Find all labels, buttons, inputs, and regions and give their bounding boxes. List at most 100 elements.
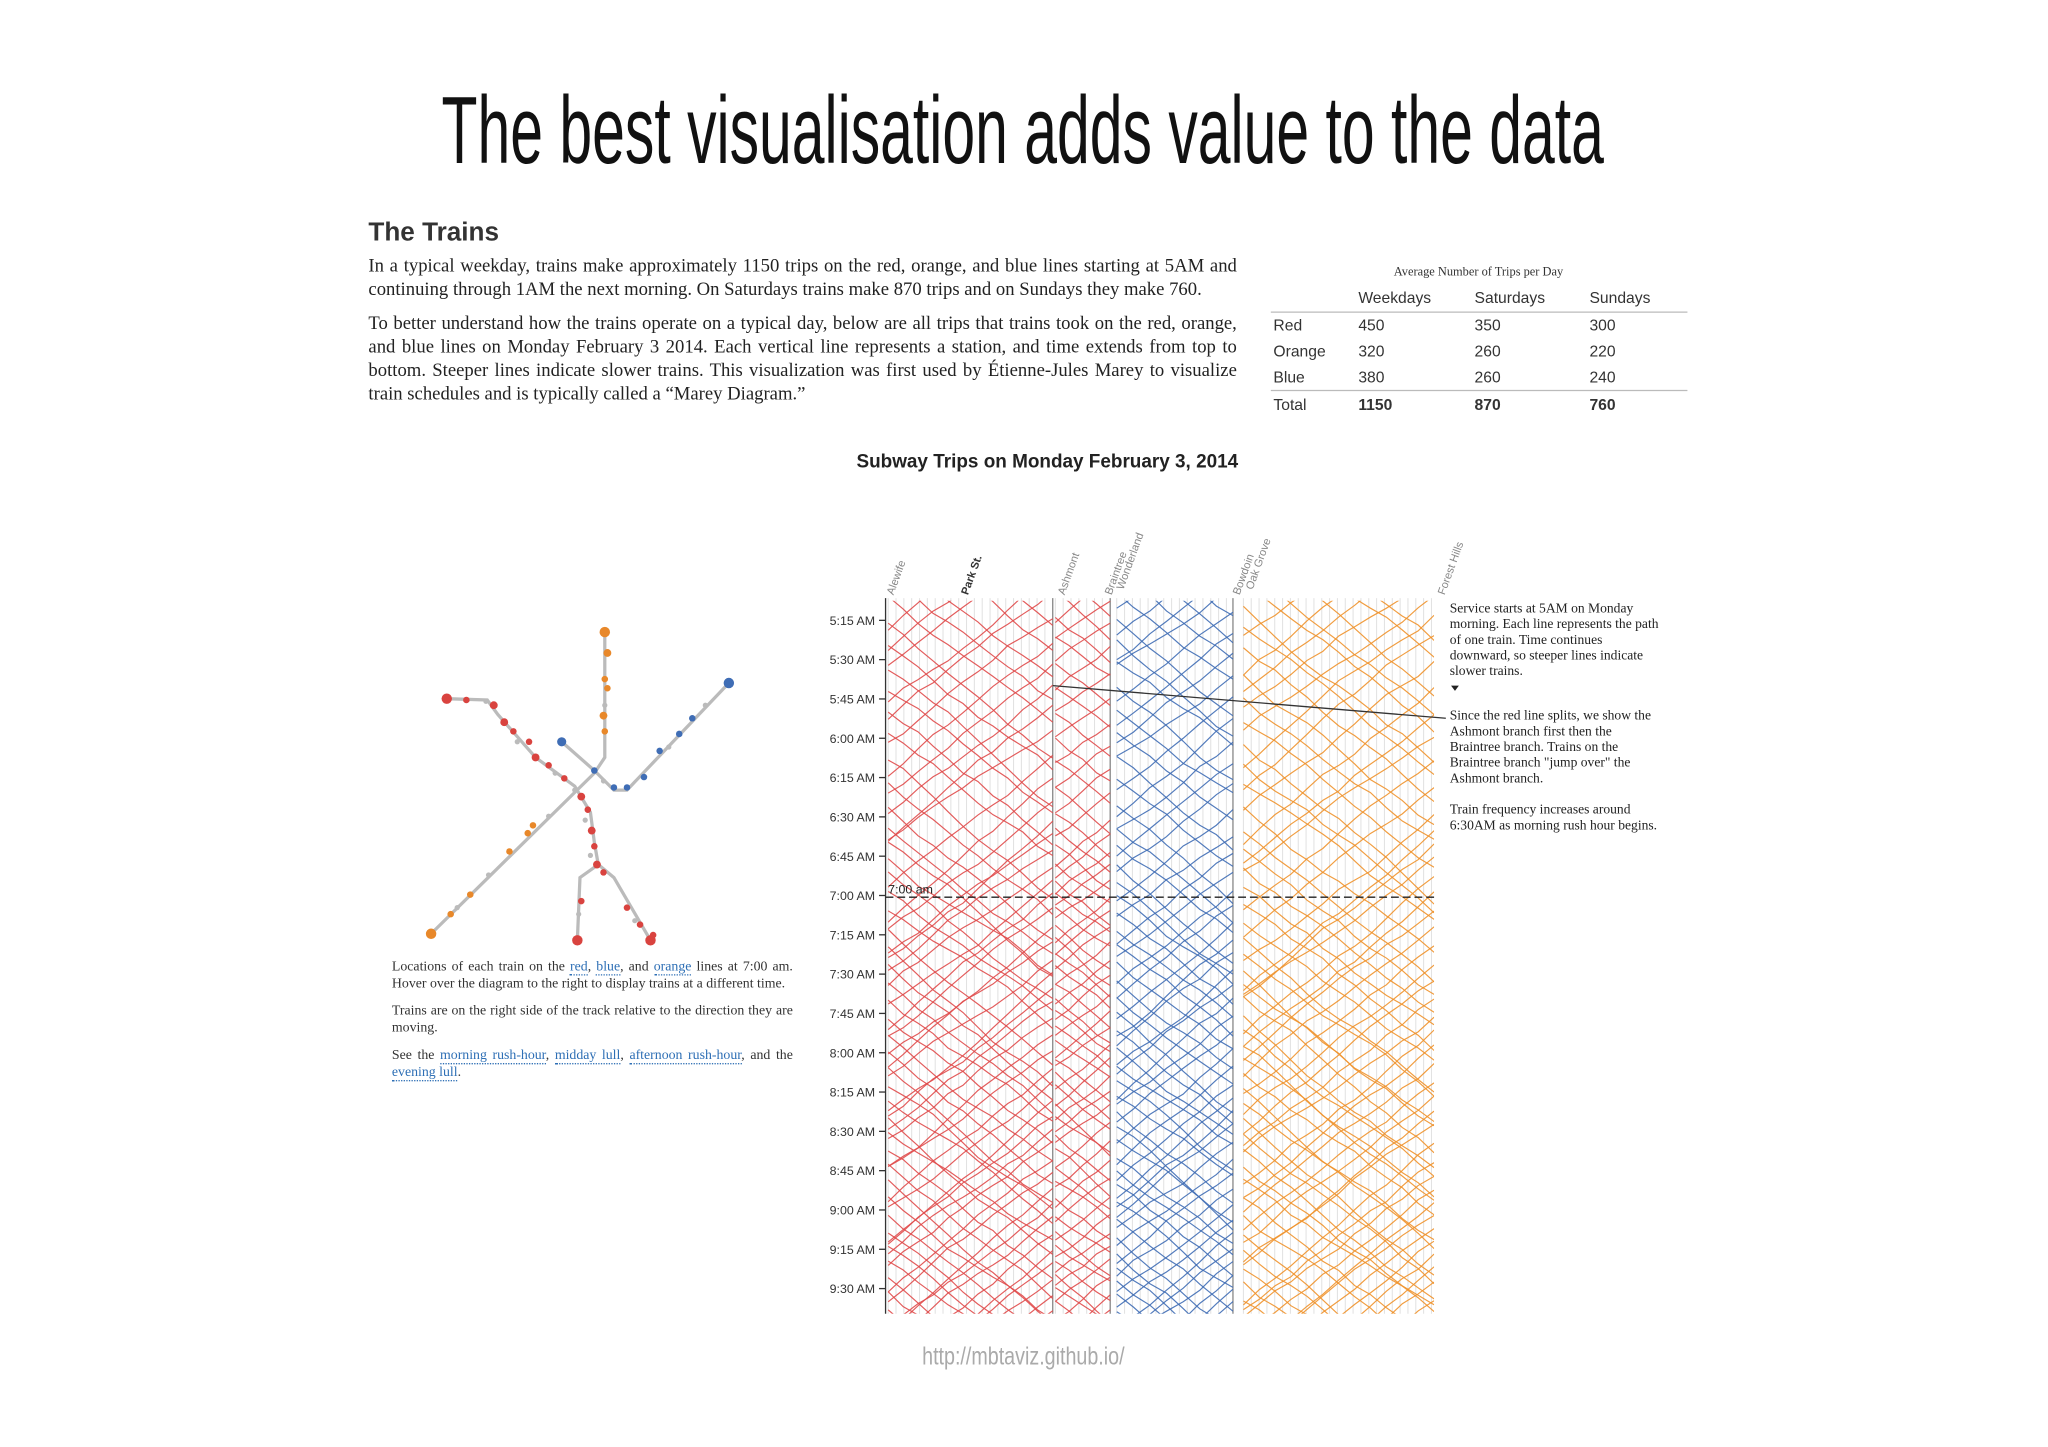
train-dot — [587, 852, 594, 859]
trip — [1116, 1170, 1234, 1256]
trip — [887, 867, 1054, 986]
train-dot — [467, 891, 474, 898]
trip — [1116, 1047, 1234, 1135]
caption-link[interactable]: evening lull — [391, 1065, 458, 1082]
source-url[interactable]: http://mbtaviz.github.io/ — [922, 1344, 1125, 1371]
y-tick-label: 8:00 AM — [830, 1046, 875, 1060]
trip — [1242, 1281, 1287, 1314]
caption-link[interactable]: afternoon rush-hour — [629, 1048, 742, 1064]
trip — [1116, 882, 1234, 975]
trip — [1116, 732, 1234, 821]
trip — [1055, 1010, 1111, 1053]
trip — [887, 806, 1054, 941]
train-dot — [640, 773, 648, 781]
trip — [1116, 763, 1234, 857]
trip — [1243, 996, 1435, 1154]
caption-text: , — [620, 1048, 630, 1063]
trip — [1243, 600, 1400, 708]
trip — [1055, 697, 1111, 738]
annotation-pointer — [1052, 684, 1446, 719]
trip — [1116, 844, 1234, 934]
caption-link[interactable]: midday lull — [554, 1048, 621, 1064]
train-dot — [602, 702, 608, 708]
caption-link[interactable]: morning rush-hour — [440, 1048, 546, 1064]
trip — [1055, 496, 1110, 535]
trip — [1116, 696, 1234, 791]
trip — [1243, 831, 1435, 983]
caption-link[interactable]: red — [570, 959, 588, 976]
trip — [887, 600, 973, 666]
train-dot — [463, 696, 470, 704]
trip — [1242, 1215, 1378, 1314]
caption-paragraph: See the morning rush-hour, midday lull , … — [391, 1047, 793, 1082]
trip — [1243, 1300, 1266, 1314]
trip — [1054, 1231, 1111, 1277]
trip — [1116, 1048, 1234, 1144]
trip — [1116, 1188, 1234, 1277]
trip — [1054, 1103, 1111, 1143]
trip — [1055, 1213, 1111, 1258]
trip — [1054, 663, 1111, 707]
trip — [1116, 1126, 1234, 1223]
trip — [1243, 848, 1435, 995]
trip — [1243, 980, 1435, 1135]
trip — [1054, 1167, 1111, 1210]
trip — [1054, 936, 1111, 986]
trip — [887, 1100, 1054, 1224]
trip — [887, 892, 1054, 1031]
trip — [1218, 1301, 1234, 1314]
y-tick-label: 6:45 AM — [830, 850, 875, 864]
trip — [1242, 964, 1435, 1115]
trip — [1242, 697, 1435, 840]
station-label: Park St. — [959, 554, 984, 597]
train-dot — [572, 935, 583, 946]
train-dot — [514, 739, 520, 745]
annotations: Service starts at 5AM on Monday morning.… — [1450, 602, 1659, 833]
trip — [1116, 912, 1234, 1005]
caption-link[interactable]: blue — [596, 959, 621, 976]
trip — [1116, 1139, 1234, 1231]
trip — [887, 959, 1054, 1077]
train-dot — [599, 626, 611, 638]
trip — [1243, 1095, 1435, 1243]
trip — [1243, 1249, 1329, 1314]
station-label: Ashmont — [1056, 551, 1082, 596]
trip — [1116, 828, 1234, 924]
trip — [1243, 635, 1435, 791]
trip — [887, 1245, 976, 1314]
trip — [887, 618, 1054, 743]
station-label: Forest Hills — [1436, 540, 1466, 597]
trip — [1243, 1016, 1435, 1153]
trip — [1380, 600, 1435, 641]
train-dot — [636, 921, 644, 928]
train-dot — [447, 910, 454, 918]
trip — [887, 1116, 1054, 1245]
trip — [887, 1080, 1054, 1208]
trip — [887, 759, 1054, 900]
trip — [1054, 600, 1081, 623]
train-dot — [584, 806, 592, 813]
train-dot — [454, 905, 460, 911]
trip — [1054, 998, 1111, 1044]
row-label: Red — [1273, 317, 1302, 334]
trip — [1243, 647, 1435, 803]
trip — [1243, 945, 1435, 1094]
trip — [1054, 1090, 1111, 1133]
trip — [1054, 1039, 1111, 1078]
caption-text: , and the — [741, 1048, 793, 1063]
column-header: Sundays — [1589, 290, 1650, 307]
trip — [1116, 639, 1234, 737]
trip — [1054, 953, 1111, 998]
train-dot — [524, 829, 532, 837]
caption-link[interactable]: orange — [653, 959, 692, 976]
trip — [1055, 686, 1111, 728]
train-dot — [599, 711, 608, 720]
trip — [1054, 993, 1111, 1036]
trip — [1116, 1237, 1210, 1314]
trip — [1054, 892, 1111, 933]
trip — [887, 1001, 1054, 1130]
trip — [887, 910, 1054, 1030]
train-dot — [577, 792, 586, 801]
trip — [1242, 1015, 1435, 1169]
